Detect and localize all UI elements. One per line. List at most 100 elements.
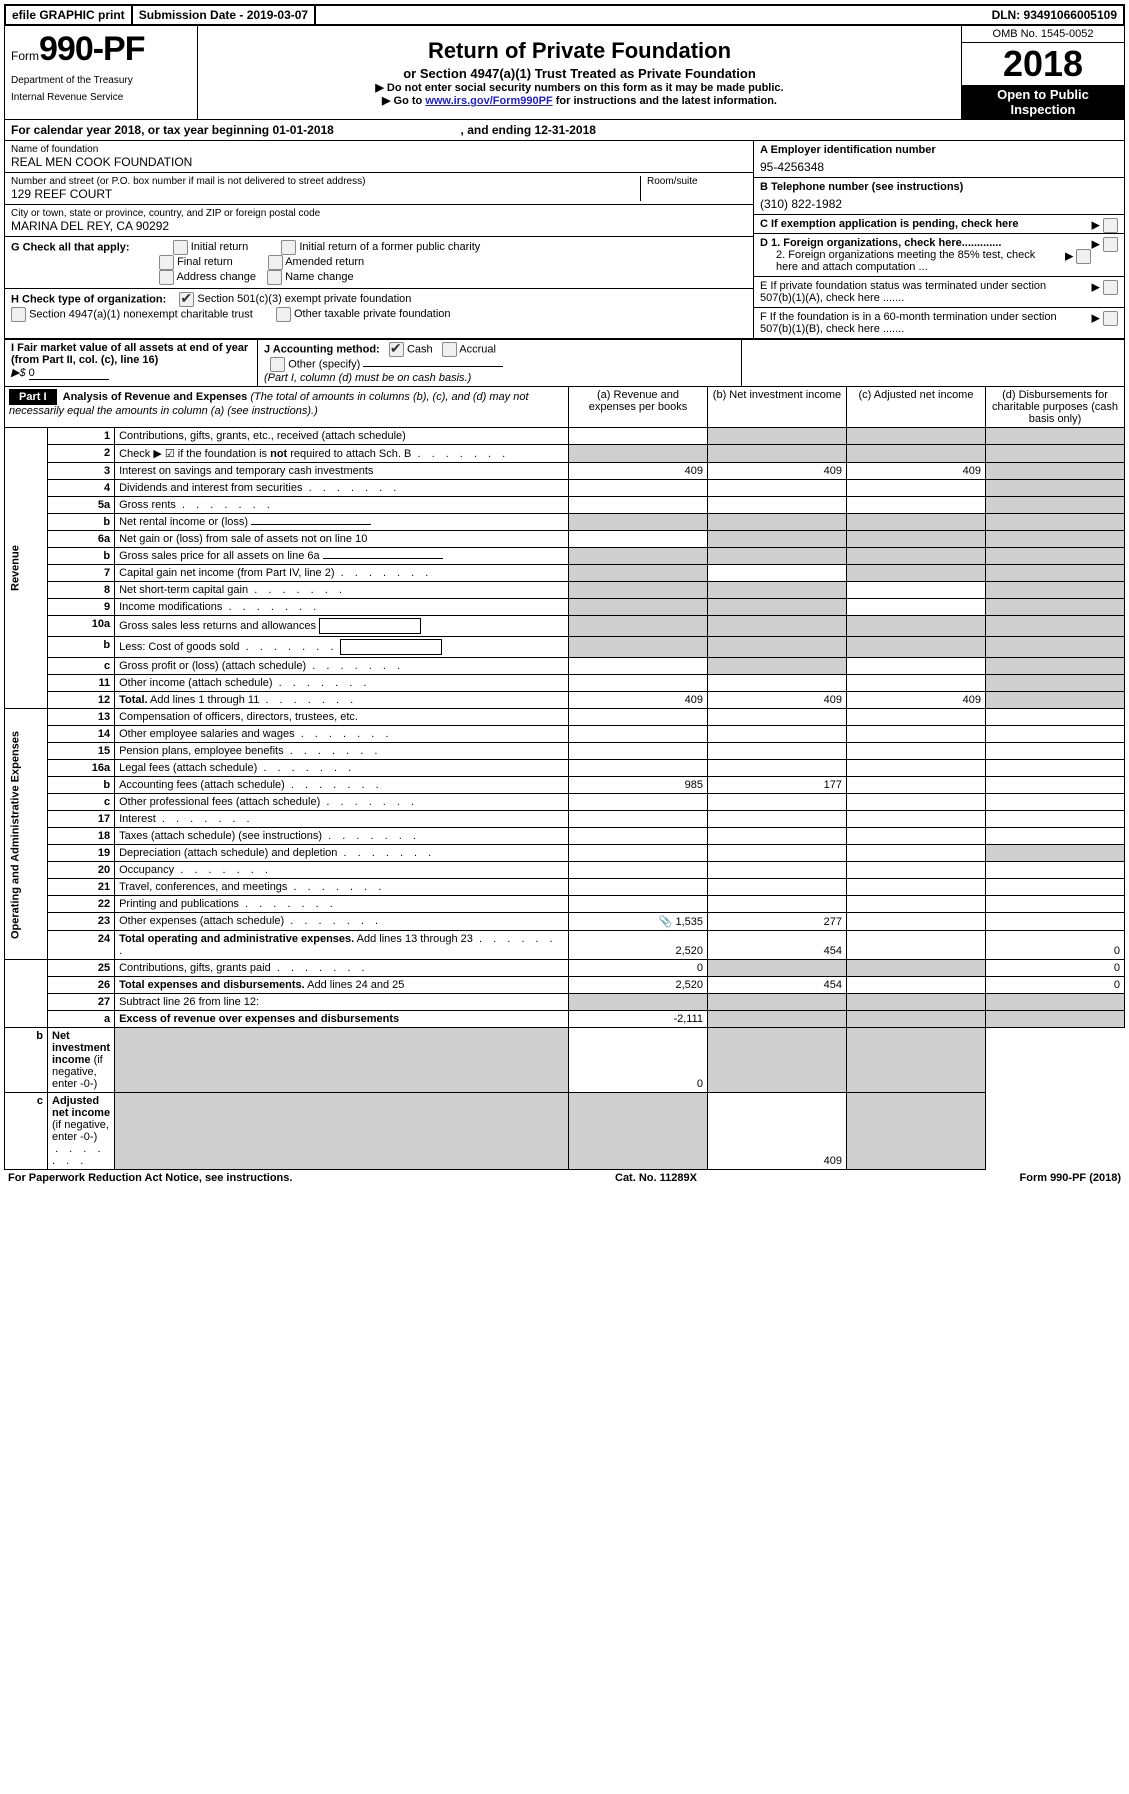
line-description: Total expenses and disbursements. Add li… <box>115 977 569 994</box>
col-a-value: 2,520 <box>569 977 708 994</box>
cell-value <box>708 480 847 497</box>
line-description: Excess of revenue over expenses and disb… <box>115 1011 569 1028</box>
cell-value <box>847 582 986 599</box>
cell-value: 177 <box>708 777 847 794</box>
col-a-value <box>569 428 708 445</box>
cell-value <box>708 675 847 692</box>
form-id-block: Form990-PF Department of the Treasury In… <box>5 26 198 119</box>
table-row: cOther professional fees (attach schedul… <box>5 794 1125 811</box>
instructions-link-line: ▶ Go to www.irs.gov/Form990PF for instru… <box>206 94 953 107</box>
col-a-value <box>569 709 708 726</box>
line-number: 12 <box>48 692 115 709</box>
cell-shaded <box>986 480 1125 497</box>
table-row: bGross sales price for all assets on lin… <box>5 548 1125 565</box>
efile-label: efile GRAPHIC print <box>6 6 133 24</box>
cell-shaded <box>847 531 986 548</box>
cell-shaded <box>986 463 1125 480</box>
table-row: 9Income modifications . . . . . . . <box>5 599 1125 616</box>
table-row: 17Interest . . . . . . . <box>5 811 1125 828</box>
line-description: Depreciation (attach schedule) and deple… <box>115 845 569 862</box>
cell-shaded <box>986 548 1125 565</box>
checkbox-507b1a[interactable] <box>1103 280 1118 295</box>
checkbox-85pct[interactable] <box>1076 249 1091 264</box>
cell-value <box>708 862 847 879</box>
cell-value <box>986 879 1125 896</box>
line-number: 15 <box>48 743 115 760</box>
cell-value <box>986 913 1125 931</box>
cell-value <box>847 599 986 616</box>
line-description: Other professional fees (attach schedule… <box>115 794 569 811</box>
cell-shaded <box>708 616 847 637</box>
line-number: 7 <box>48 565 115 582</box>
line-description: Legal fees (attach schedule) . . . . . .… <box>115 760 569 777</box>
col-a-value <box>569 531 708 548</box>
ijf-row: I Fair market value of all assets at end… <box>4 339 1125 386</box>
checkbox-amended[interactable] <box>268 255 283 270</box>
line-description: Net gain or (loss) from sale of assets n… <box>115 531 569 548</box>
cell-value: 409 <box>708 692 847 709</box>
cell-shaded <box>986 1011 1125 1028</box>
line-description: Travel, conferences, and meetings . . . … <box>115 879 569 896</box>
form-title: Return of Private Foundation <box>206 38 953 64</box>
col-a-value <box>569 675 708 692</box>
table-row: 4Dividends and interest from securities … <box>5 480 1125 497</box>
cell-shaded <box>847 548 986 565</box>
line-description: Taxes (attach schedule) (see instruction… <box>115 828 569 845</box>
checkbox-other-taxable[interactable] <box>276 307 291 322</box>
checkbox-exemption-pending[interactable] <box>1103 218 1118 233</box>
cell-value <box>986 777 1125 794</box>
checkbox-foreign-org[interactable] <box>1103 237 1118 252</box>
line-description: Gross rents . . . . . . . <box>115 497 569 514</box>
checkbox-accrual[interactable] <box>442 342 457 357</box>
section-h: H Check type of organization: Section 50… <box>5 289 753 325</box>
cell-shaded <box>708 658 847 675</box>
cell-shaded <box>708 548 847 565</box>
cell-shaded <box>847 565 986 582</box>
year-begin: 01-01-2018 <box>272 123 333 137</box>
checkbox-initial-former[interactable] <box>281 240 296 255</box>
table-row: aExcess of revenue over expenses and dis… <box>5 1011 1125 1028</box>
line-number: 16a <box>48 760 115 777</box>
cell-shaded <box>708 994 847 1011</box>
line-number: 2 <box>48 445 115 463</box>
section-g: G Check all that apply: Initial return I… <box>5 237 753 289</box>
cell-value <box>847 828 986 845</box>
checkbox-507b1b[interactable] <box>1103 311 1118 326</box>
table-row: 8Net short-term capital gain . . . . . .… <box>5 582 1125 599</box>
checkbox-initial-return[interactable] <box>173 240 188 255</box>
line-description: Net investment income (if negative, ente… <box>48 1028 115 1093</box>
line-number: b <box>48 637 115 658</box>
checkbox-address-change[interactable] <box>159 270 174 285</box>
attachment-icon[interactable] <box>659 916 673 928</box>
ssn-warning: ▶ Do not enter social security numbers o… <box>206 81 953 94</box>
section-d: D 1. Foreign organizations, check here..… <box>754 234 1124 277</box>
table-row: 7Capital gain net income (from Part IV, … <box>5 565 1125 582</box>
dept-irs: Internal Revenue Service <box>11 92 191 103</box>
col-a-value: 0 <box>569 960 708 977</box>
checkbox-cash[interactable] <box>389 342 404 357</box>
line-number: 26 <box>48 977 115 994</box>
table-row: 2Check ▶ ☑ if the foundation is not requ… <box>5 445 1125 463</box>
cell-shaded <box>986 599 1125 616</box>
cell-value <box>708 794 847 811</box>
checkbox-other-method[interactable] <box>270 357 285 372</box>
line-description: Occupancy . . . . . . . <box>115 862 569 879</box>
line-description: Interest . . . . . . . <box>115 811 569 828</box>
line-number: b <box>48 777 115 794</box>
cell-value <box>847 913 986 931</box>
year-block: OMB No. 1545-0052 2018 Open to Public In… <box>961 26 1124 119</box>
checkbox-final-return[interactable] <box>159 255 174 270</box>
checkbox-name-change[interactable] <box>267 270 282 285</box>
col-a-value <box>569 743 708 760</box>
line-number: 22 <box>48 896 115 913</box>
col-d-head: (d) Disbursements for charitable purpose… <box>986 387 1125 428</box>
checkbox-4947[interactable] <box>11 307 26 322</box>
col-a-value <box>569 497 708 514</box>
cell-value <box>847 931 986 960</box>
telephone: (310) 822-1982 <box>760 197 1118 211</box>
line-description: Total operating and administrative expen… <box>115 931 569 960</box>
line-description: Contributions, gifts, grants paid . . . … <box>115 960 569 977</box>
cell-shaded <box>986 428 1125 445</box>
instructions-link[interactable]: www.irs.gov/Form990PF <box>425 95 552 107</box>
checkbox-501c3[interactable] <box>179 292 194 307</box>
